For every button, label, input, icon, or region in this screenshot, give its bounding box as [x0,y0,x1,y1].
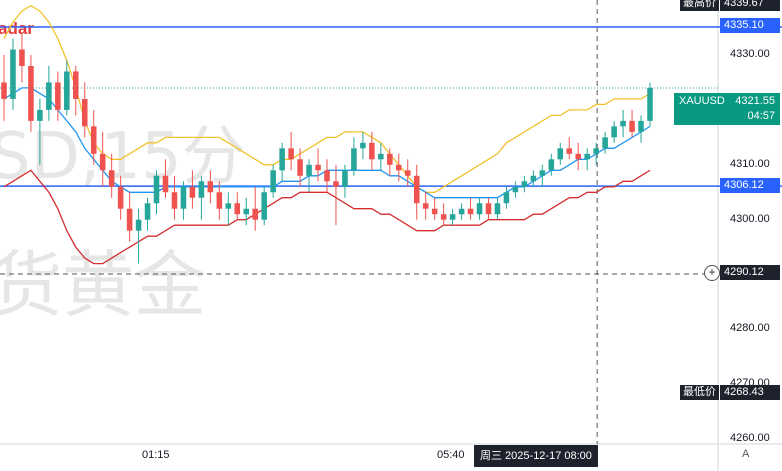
candle-body [647,87,653,121]
candle-body [324,170,330,182]
candle-body [72,71,79,99]
last-price: 4321.55 [735,95,775,107]
candle-body [387,153,393,165]
candle-body [584,153,590,160]
high-price-label: 最高价 [680,0,719,11]
candle-body [126,208,133,231]
candle-body [306,164,312,176]
candle-body [593,148,599,154]
candle-body [503,192,510,204]
candle-body [19,49,25,66]
candle-body [539,170,546,176]
candle-body [602,137,608,149]
candle-body [288,148,294,160]
candle-body [378,153,384,160]
candle-body [413,175,420,204]
hline-price-tag[interactable]: 4335.10 [720,18,780,33]
candle-body [566,148,573,154]
candle-body [422,203,429,209]
candle-body [81,98,88,127]
candle-body [261,192,267,220]
symbol-name: XAUUSD [679,95,725,107]
candle-body [99,153,106,171]
candle-body [144,203,151,220]
candle-body [180,186,187,209]
candle-body [207,181,214,193]
candle-body [494,203,501,215]
hline-price-tag[interactable]: 4306.12 [720,178,780,193]
price-tick: 4310.00 [730,158,770,170]
candle-body [46,82,52,110]
candle-body [243,208,250,215]
candle-body [575,153,582,160]
candle-body [458,208,465,215]
candle-body [234,203,241,215]
candle-body [530,175,537,182]
candle-body [198,181,205,198]
candle-body [440,214,447,220]
candle-body [28,65,34,121]
price-tick: 4330.00 [730,48,770,60]
candle-body [315,164,321,171]
price-tick: 4280.00 [730,322,770,334]
candle-body [135,219,142,231]
add-alert-icon[interactable]: + [704,265,720,281]
high-price-tag: 4339.67 [720,0,780,11]
candle-body [90,126,97,154]
time-tick: 01:15 [142,449,170,461]
candle-body [252,208,259,220]
candle-body [521,181,528,187]
candle-body [10,49,16,99]
watermark-brand: adar [0,19,34,38]
candle-body [557,148,564,160]
candle-body [611,126,617,138]
candle-body [548,159,555,171]
candle-body [351,148,357,171]
candle-body [638,120,644,132]
bar-countdown: 04:57 [747,110,775,122]
candle-body [297,159,303,176]
candle-body [189,186,196,198]
candle-body [270,170,276,193]
candle-body [279,148,285,171]
candle-body [467,208,474,215]
candle-body [449,214,456,220]
candle-body [162,175,169,193]
candle-body [108,170,115,187]
low-price-label: 最低价 [680,385,719,400]
candle-body [225,203,232,209]
candle-body [395,164,402,171]
crosshair-time-label: 周三 2025-12-17 08:00 [474,445,598,467]
candle-body [485,203,492,215]
price-tick: 4260.00 [730,432,770,444]
candle-body [216,192,223,209]
low-price-tag: 4268.43 [720,385,780,400]
time-tick: 05:40 [437,449,465,461]
candle-body [369,142,375,160]
candle-body [404,170,411,176]
candle-body [629,120,635,132]
candle-body [512,186,519,193]
high-price-value: 4339.67 [724,0,764,9]
crosshair-price-tag: 4290.12 [720,265,780,280]
candle-body [117,186,124,209]
watermark-line2: 货黄金 [0,243,206,327]
candle-body [171,192,178,209]
candle-body [333,181,339,187]
price-tick: 4300.00 [730,213,770,225]
bollinger-lower-line [3,169,651,265]
auto-scale-button[interactable]: A [742,448,750,460]
candle-body [620,120,626,127]
candle-body [476,203,483,215]
candle-body [37,109,43,121]
candle-body [431,208,438,215]
candle-body [1,82,7,99]
candle-body [153,175,160,204]
symbol-price-tag: XAUUSD 4321.55 04:57 [674,93,780,125]
candle-body [360,142,366,149]
candle-body [64,71,70,110]
candle-body [342,170,348,187]
candle-body [55,82,61,110]
